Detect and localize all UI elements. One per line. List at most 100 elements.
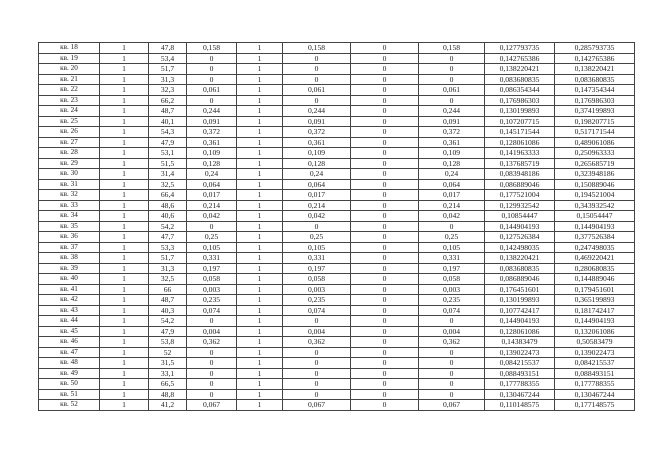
- value-cell: 0: [350, 105, 419, 117]
- value-cell: 0,003: [186, 283, 237, 295]
- value-cell: 1: [99, 262, 149, 274]
- value-cell: 0: [186, 73, 237, 85]
- value-cell: 0: [418, 378, 485, 390]
- value-cell: 1: [99, 315, 149, 327]
- value-cell: 0,003: [418, 283, 485, 295]
- value-cell: 0,091: [282, 115, 351, 127]
- value-cell: 0,343932542: [554, 199, 635, 211]
- value-cell: 1: [236, 378, 283, 390]
- value-cell: 0,084215537: [484, 357, 555, 369]
- value-cell: 1: [236, 52, 283, 64]
- value-cell: 1: [236, 315, 283, 327]
- value-cell: 0,128061086: [484, 325, 555, 337]
- apartment-cell: кв. 44: [38, 315, 100, 327]
- value-cell: 0: [350, 357, 419, 369]
- value-cell: 40,1: [148, 115, 187, 127]
- value-cell: 0,064: [418, 178, 485, 190]
- table-row: кв. 29 1 51,5 0,128 1 0,128 0 0,128 0,137685719 0…: [38, 157, 635, 169]
- value-cell: 0: [350, 115, 419, 127]
- value-cell: 1: [99, 178, 149, 190]
- value-cell: 0,331: [418, 252, 485, 264]
- value-cell: 1: [99, 367, 149, 379]
- value-cell: 0,139022473: [484, 346, 555, 358]
- value-cell: 40,3: [148, 304, 187, 316]
- apartment-cell: кв. 28: [38, 147, 100, 159]
- value-cell: 0,179451601: [554, 283, 635, 295]
- value-cell: 0: [350, 136, 419, 148]
- apartment-cell: кв. 49: [38, 367, 100, 379]
- value-cell: 0,24: [186, 168, 237, 180]
- table-row: кв. 21 1 31,3 0 1 0 0 0 0,083680835 0,083680835: [38, 73, 635, 85]
- value-cell: 0: [282, 378, 351, 390]
- value-cell: 0,074: [282, 304, 351, 316]
- value-cell: 0: [418, 346, 485, 358]
- apartment-cell: кв. 41: [38, 283, 100, 295]
- table-row: кв. 31 1 32,5 0,064 1 0,064 0 0,064 0,086889046 0…: [38, 178, 635, 190]
- value-cell: 32,3: [148, 84, 187, 96]
- value-cell: 0: [350, 241, 419, 253]
- value-cell: 40,6: [148, 210, 187, 222]
- value-cell: 0: [418, 388, 485, 400]
- apartment-cell: кв. 19: [38, 52, 100, 64]
- value-cell: 0,138220421: [484, 63, 555, 75]
- value-cell: 0,142498035: [484, 241, 555, 253]
- value-cell: 0,377526384: [554, 231, 635, 243]
- value-cell: 0,083680835: [554, 73, 635, 85]
- value-cell: 0,50583479: [554, 336, 635, 348]
- value-cell: 0,127793735: [484, 42, 555, 54]
- value-cell: 0,067: [186, 399, 237, 411]
- value-cell: 66,2: [148, 94, 187, 106]
- value-cell: 0,144904193: [554, 315, 635, 327]
- value-cell: 1: [99, 157, 149, 169]
- value-cell: 0,176986303: [484, 94, 555, 106]
- value-cell: 0,110148575: [484, 399, 555, 411]
- table-row: кв. 49 1 33,1 0 1 0 0 0 0,088493151 0,088493151: [38, 367, 635, 379]
- value-cell: 0,130467244: [554, 388, 635, 400]
- value-cell: 0,105: [186, 241, 237, 253]
- value-cell: 1: [99, 388, 149, 400]
- value-cell: 1: [99, 304, 149, 316]
- value-cell: 0,084215537: [554, 357, 635, 369]
- value-cell: 1: [236, 105, 283, 117]
- value-cell: 0,372: [282, 126, 351, 138]
- value-cell: 0,361: [418, 136, 485, 148]
- value-cell: 0,14383479: [484, 336, 555, 348]
- value-cell: 66: [148, 283, 187, 295]
- value-cell: 47,8: [148, 42, 187, 54]
- value-cell: 0: [282, 346, 351, 358]
- value-cell: 0,144904193: [554, 220, 635, 232]
- apartment-cell: кв. 38: [38, 252, 100, 264]
- value-cell: 1: [99, 273, 149, 285]
- value-cell: 0,086889046: [484, 178, 555, 190]
- value-cell: 0,15054447: [554, 210, 635, 222]
- table-row: кв. 51 1 48,8 0 1 0 0 0 0,130467244 0,130467244: [38, 388, 635, 400]
- value-cell: 0,214: [418, 199, 485, 211]
- apartment-cell: кв. 51: [38, 388, 100, 400]
- value-cell: 47,9: [148, 136, 187, 148]
- value-cell: 0: [350, 294, 419, 306]
- value-cell: 1: [236, 157, 283, 169]
- value-cell: 0,150889046: [554, 178, 635, 190]
- value-cell: 0,130467244: [484, 388, 555, 400]
- value-cell: 0,517171544: [554, 126, 635, 138]
- value-cell: 1: [99, 136, 149, 148]
- value-cell: 1: [236, 367, 283, 379]
- value-cell: 0,177521004: [484, 189, 555, 201]
- apartment-cell: кв. 21: [38, 73, 100, 85]
- value-cell: 0,128: [282, 157, 351, 169]
- value-cell: 0,250963333: [554, 147, 635, 159]
- value-cell: 0: [350, 336, 419, 348]
- value-cell: 0,138220421: [484, 252, 555, 264]
- value-cell: 47,7: [148, 231, 187, 243]
- value-cell: 1: [236, 189, 283, 201]
- value-cell: 0: [418, 63, 485, 75]
- table-row: кв. 18 1 47,8 0,158 1 0,158 0 0,158 0,127793735 0…: [38, 42, 635, 54]
- value-cell: 1: [236, 178, 283, 190]
- value-cell: 0: [350, 252, 419, 264]
- value-cell: 0: [418, 315, 485, 327]
- value-cell: 0: [350, 52, 419, 64]
- value-cell: 0,331: [186, 252, 237, 264]
- value-cell: 0,235: [186, 294, 237, 306]
- table-row: кв. 47 1 52 0 1 0 0 0 0,139022473 0,139022473: [38, 346, 635, 358]
- value-cell: 0,265685719: [554, 157, 635, 169]
